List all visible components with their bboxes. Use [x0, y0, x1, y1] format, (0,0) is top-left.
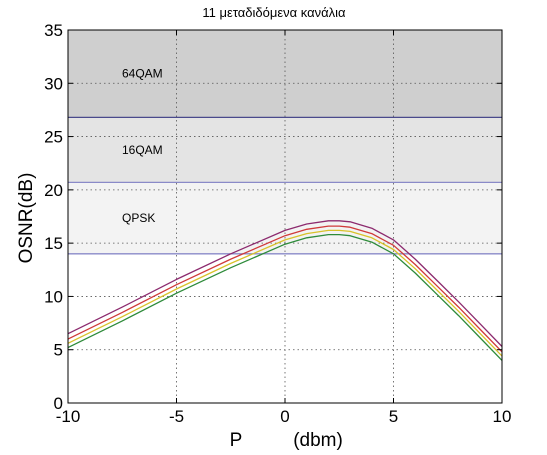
- y-tick-label: 5: [54, 341, 63, 360]
- y-tick-label: 15: [44, 234, 63, 253]
- y-tick-label: 0: [54, 394, 63, 413]
- chart-title: 11 μεταδιδόμενα κανάλια: [202, 5, 346, 20]
- band-label-16qam: 16QAM: [122, 143, 163, 157]
- y-tick-label: 30: [44, 74, 63, 93]
- x-tick-label: 10: [493, 407, 512, 426]
- band-16qam: [68, 117, 502, 183]
- x-axis-label-symbol: P: [230, 430, 243, 451]
- y-tick-label: 35: [44, 21, 63, 40]
- series-line-4: [67, 233, 503, 361]
- threshold-lines: [68, 116, 502, 255]
- series-lines: [67, 220, 503, 361]
- band-label-64qam: 64QAM: [122, 67, 163, 81]
- band-labels: 64QAM 16QAM QPSK: [122, 67, 163, 225]
- x-tick-label: -10: [56, 407, 81, 426]
- axis-ticks: -10 -5 0 5 10 0 5 10 15 20 25 30 35: [44, 21, 511, 426]
- series-line-3: [67, 229, 503, 357]
- y-tick-label: 20: [44, 181, 63, 200]
- x-tick-label: -5: [169, 407, 184, 426]
- band-label-qpsk: QPSK: [122, 211, 155, 225]
- series-line-2: [67, 225, 503, 353]
- x-tick-label: 5: [389, 407, 398, 426]
- y-axis-label: OSNR(dB): [16, 173, 37, 264]
- series-line-1: [67, 220, 503, 347]
- y-tick-label: 25: [44, 128, 63, 147]
- x-axis-label-unit: (dbm): [293, 430, 343, 451]
- x-tick-label: 0: [280, 407, 289, 426]
- y-tick-label: 10: [44, 287, 63, 306]
- grid: [68, 30, 502, 403]
